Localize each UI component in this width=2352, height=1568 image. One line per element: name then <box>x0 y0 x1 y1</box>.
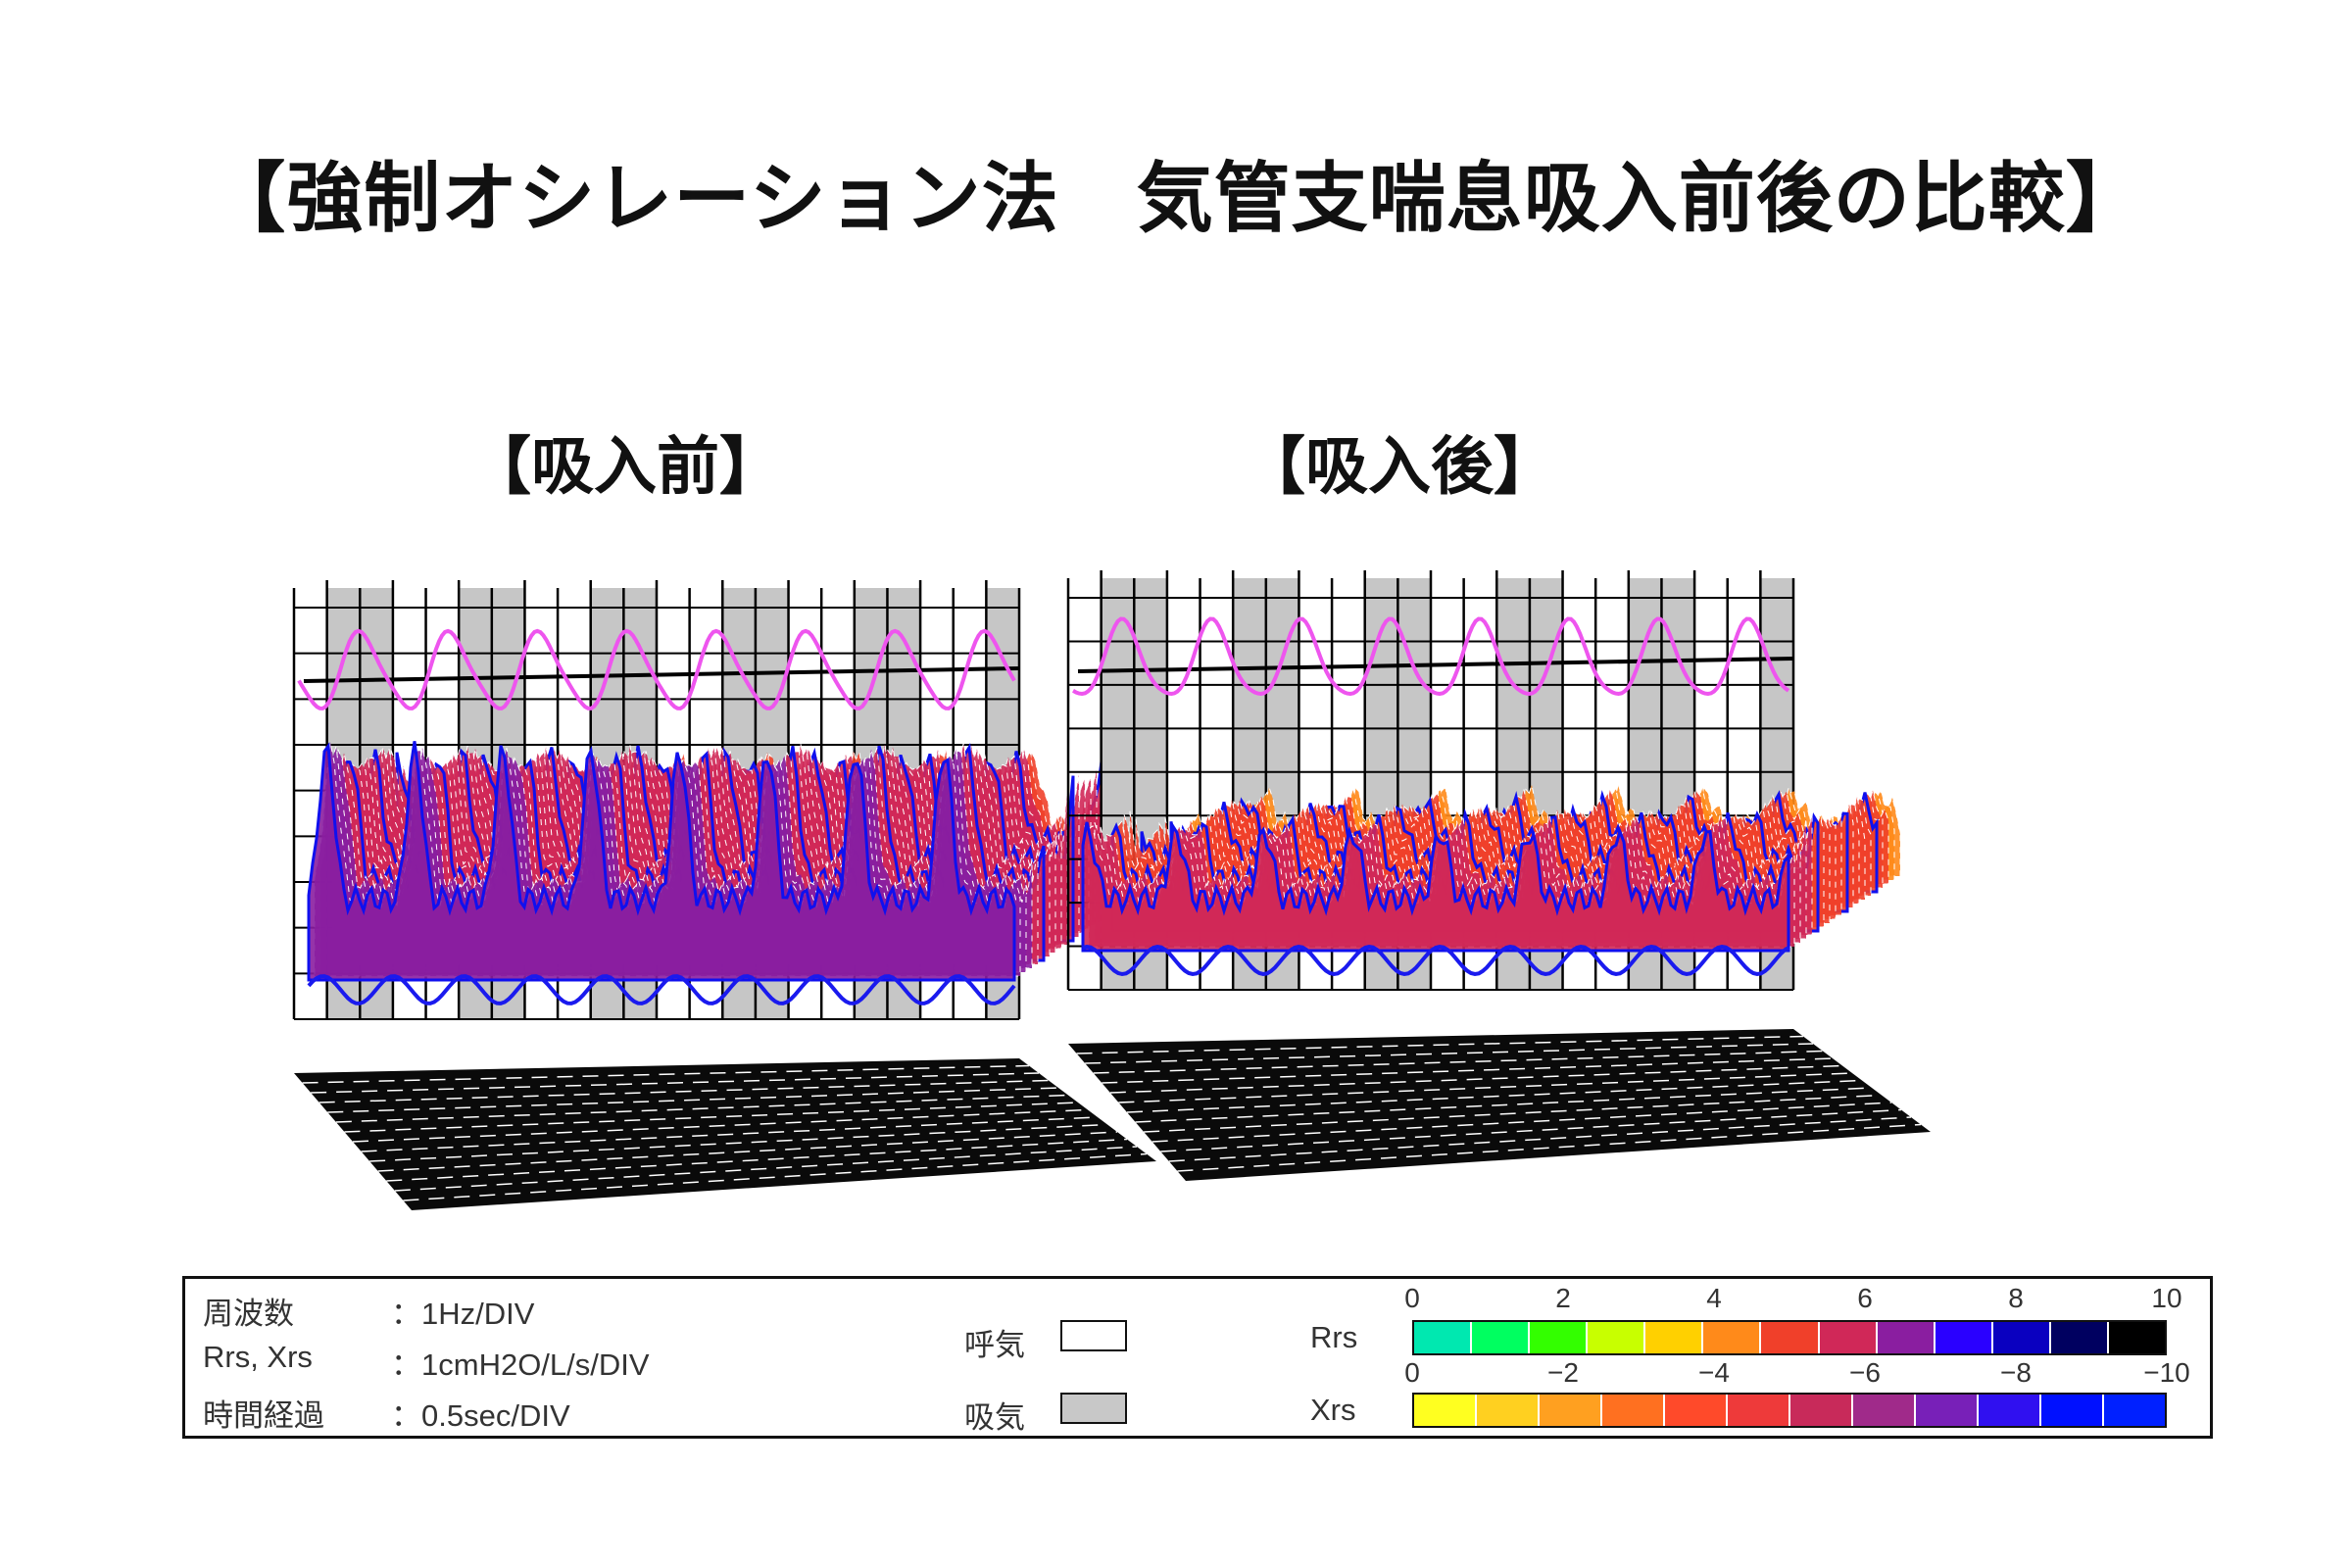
floor-grid-line <box>1102 1057 1834 1084</box>
legend-row-time-value: ：0.5sec/DIV <box>391 1398 570 1433</box>
legend-inspiration-label: 吸気 <box>964 1400 1025 1435</box>
floor-grid-line <box>1076 1035 1804 1054</box>
spectral-layer <box>307 741 1016 982</box>
floor-grid-line <box>1152 1102 1892 1143</box>
rrs-tick-label: 6 <box>1857 1283 1873 1313</box>
xrs-color-cell <box>1540 1395 1602 1426</box>
floor-grid-line <box>369 1123 1108 1162</box>
floor-grid-line <box>1093 1050 1824 1074</box>
xrs-color-cell <box>1728 1395 1790 1426</box>
xrs-color-bar <box>1412 1393 2167 1428</box>
floor-grid-line <box>311 1072 1040 1094</box>
rrs-tick-label: 0 <box>1404 1283 1420 1313</box>
rrs-tick-label: 4 <box>1706 1283 1722 1313</box>
rrs-color-cell <box>1530 1322 1589 1353</box>
xrs-color-cell <box>2041 1395 2104 1426</box>
floor-grid-line <box>1144 1094 1883 1133</box>
front-trace <box>1082 944 1790 977</box>
rrs-color-cell <box>1645 1322 1704 1353</box>
floor-grid-line <box>1168 1116 1912 1162</box>
xrs-color-cell <box>2104 1395 2165 1426</box>
rrs-color-cell <box>1992 1322 2051 1353</box>
rrs-color-cell <box>2050 1322 2109 1353</box>
legend-row-rrsxrs-label: Rrs, Xrs <box>203 1340 313 1374</box>
floor-grid-line <box>1126 1079 1863 1113</box>
inspiration-swatch <box>1060 1393 1127 1424</box>
floor-grid-line <box>302 1064 1030 1084</box>
xrs-tick-label: −10 <box>2143 1357 2190 1388</box>
xrs-color-cell <box>1602 1395 1665 1426</box>
breathing-trace <box>297 628 1016 710</box>
floor-grid-line <box>394 1146 1138 1192</box>
floor-grid-line <box>386 1138 1128 1182</box>
floor-grid-line <box>361 1116 1099 1152</box>
rrs-tick-label: 8 <box>2008 1283 2024 1313</box>
xrs-color-cell <box>1853 1395 1916 1426</box>
expiration-swatch <box>1060 1320 1127 1351</box>
front-trace <box>307 974 1016 1005</box>
floor-grid-line <box>352 1108 1089 1143</box>
rrs-tick-label: 2 <box>1555 1283 1571 1313</box>
xrs-tick-label: −6 <box>1849 1357 1881 1388</box>
floor-grid-line <box>327 1087 1059 1113</box>
legend-expiration-label: 呼気 <box>964 1328 1025 1362</box>
panel-title-before: 【吸入前】 <box>468 431 782 504</box>
floor-grid-line <box>1160 1108 1902 1152</box>
floor-grid-line <box>403 1152 1148 1201</box>
floor-grid-line <box>344 1102 1079 1133</box>
grid-line-horizontal <box>1077 657 1794 673</box>
xrs-tick-label: −4 <box>1698 1357 1730 1388</box>
legend-row-frequency-value: ：1Hz/DIV <box>391 1297 535 1331</box>
legend-row-frequency-label: 周波数 <box>203 1297 294 1331</box>
xrs-tick-label: −2 <box>1547 1357 1579 1388</box>
floor-grid-line <box>1085 1043 1814 1064</box>
legend-row-rrsxrs-value: ：1cmH2O/L/s/DIV <box>391 1348 650 1382</box>
rrs-color-cell <box>1472 1322 1531 1353</box>
floor-grid-line <box>1118 1072 1853 1103</box>
xrs-color-cell <box>1916 1395 1979 1426</box>
rrs-color-cell <box>1588 1322 1646 1353</box>
floor-grid-line <box>1177 1123 1922 1172</box>
rrs-color-cell <box>1703 1322 1762 1353</box>
legend-row-time-label: 時間経過 <box>203 1398 324 1433</box>
rrs-color-cell <box>1414 1322 1473 1353</box>
floor-grid-line <box>318 1079 1050 1103</box>
legend-xrs-label: Xrs <box>1310 1393 1356 1427</box>
legend-rrs-label: Rrs <box>1310 1320 1358 1354</box>
xrs-color-cell <box>1665 1395 1728 1426</box>
floor-grid-line <box>335 1094 1069 1123</box>
rrs-color-cell <box>2108 1322 2166 1353</box>
xrs-tick-label: −8 <box>2000 1357 2032 1388</box>
xrs-tick-label: 0 <box>1404 1357 1420 1388</box>
rrs-tick-label: 10 <box>2151 1283 2182 1313</box>
grid-line-horizontal <box>303 666 1020 683</box>
chart-title: 【強制オシレーション法 気管支喘息吸入前後の比較】 <box>209 155 2143 243</box>
xrs-color-cell <box>1979 1395 2041 1426</box>
xrs-color-cell <box>1790 1395 1853 1426</box>
rrs-color-cell <box>1819 1322 1878 1353</box>
xrs-color-cell <box>1414 1395 1477 1426</box>
rrs-color-cell <box>1935 1322 1993 1353</box>
rrs-color-cell <box>1877 1322 1936 1353</box>
floor-grid-line <box>1135 1087 1873 1123</box>
rrs-color-bar <box>1412 1320 2167 1355</box>
xrs-color-cell <box>1477 1395 1540 1426</box>
breathing-trace <box>1072 616 1790 697</box>
rrs-color-cell <box>1761 1322 1820 1353</box>
panel-title-after: 【吸入後】 <box>1243 431 1556 504</box>
floor-grid-line <box>1109 1064 1843 1094</box>
floor-grid-line <box>377 1131 1118 1172</box>
legend-box: 周波数 ：1Hz/DIV Rrs, Xrs ：1cmH2O/L/s/DIV 時間… <box>182 1276 2213 1439</box>
spectral-layer <box>1081 821 1790 953</box>
